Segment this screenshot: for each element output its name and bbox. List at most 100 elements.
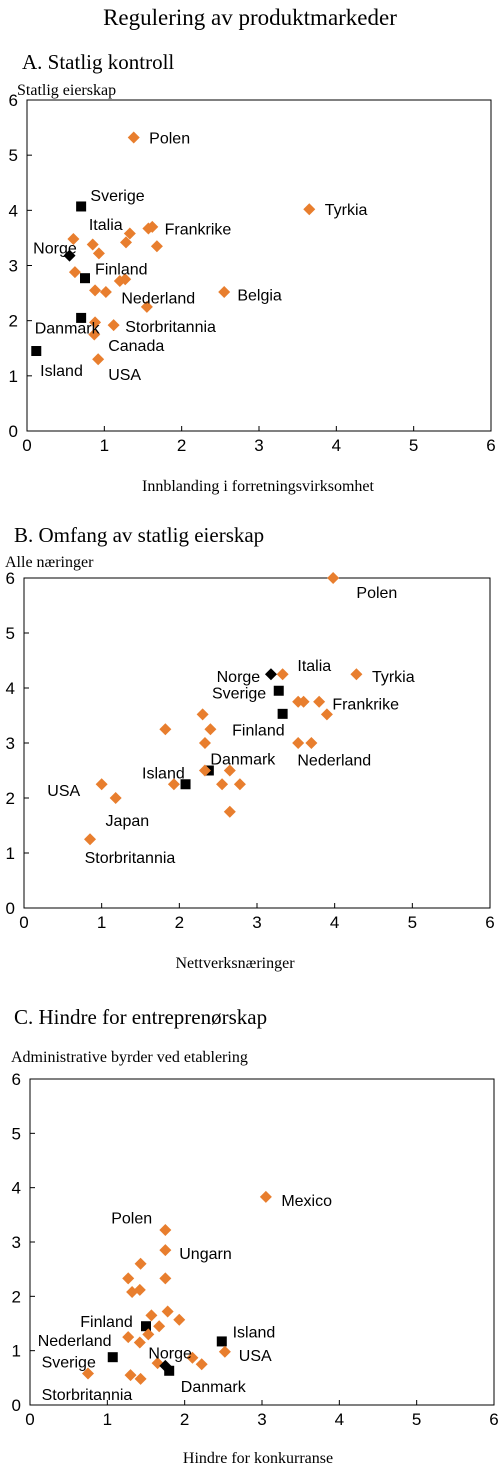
chart-a-point (68, 266, 81, 279)
chart-b-xtick-label: 3 (252, 913, 261, 932)
chart-a-point (89, 316, 102, 329)
chart-a-ytick-label: 4 (9, 201, 18, 220)
chart-c-point (107, 1352, 118, 1363)
chart-a-plot: 00 1 1 2 2 3 3 4 4 5 5 6 6 Polen Tyrkia Sverige Italia Fr… (9, 91, 496, 455)
chart-c-point (122, 1272, 135, 1285)
figure-title: Regulering av produktmarkeder (103, 5, 397, 30)
chart-b-xtick-label: 6 (485, 913, 494, 932)
chart-c-ytick-label: 2 (12, 1287, 21, 1306)
chart-b-point (198, 764, 211, 777)
chart-a-country-label: Norge (33, 240, 77, 257)
chart-b-point (216, 778, 229, 791)
chart-a-point (303, 203, 316, 216)
chart-c-country-label: Polen (111, 1211, 152, 1228)
chart-c-country-label: USA (239, 1348, 272, 1365)
chart-c-point (153, 1320, 166, 1333)
chart-a-point (119, 273, 132, 286)
chart-a-country-label: Polen (149, 131, 190, 148)
chart-a-country-label: Storbritannia (125, 319, 216, 336)
chart-c-point (134, 1372, 147, 1385)
chart-a-xlabel: Innblanding i forretningsvirksomhet (142, 478, 375, 495)
chart-a-ytick-label: 6 (9, 91, 18, 110)
chart-c-point (145, 1309, 158, 1322)
chart-a-point (150, 240, 163, 253)
chart-c-ytick-label: 1 (12, 1342, 21, 1361)
chart-a-country-label: Italia (89, 217, 123, 234)
chart-a-xtick-label: 6 (486, 436, 495, 455)
chart-b-xlabel: Nettverksnæringer (175, 955, 295, 972)
chart-b-point (277, 708, 288, 719)
chart-a-point (123, 227, 136, 240)
chart-c-point (173, 1313, 186, 1326)
chart-b-country-label: Island (142, 766, 185, 783)
chart-b-point (327, 572, 340, 584)
chart-a-point (99, 285, 112, 298)
chart-b-point (305, 737, 318, 749)
chart-c-country-label: Nederland (38, 1333, 112, 1350)
chart-c-xtick-label: 1 (103, 1410, 112, 1429)
chart-a-point (89, 284, 102, 297)
chart-b-point (204, 723, 217, 736)
chart-b-ytick-label: 6 (6, 569, 15, 588)
chart-c: C. Hindre for entreprenørskap Administra… (11, 1005, 499, 1467)
chart-a-xtick-label: 1 (100, 436, 109, 455)
chart-c-point (82, 1367, 94, 1380)
chart-a-point (63, 249, 76, 262)
chart-a-xtick-label: 3 (254, 436, 263, 455)
chart-b-country-label: USA (47, 783, 80, 800)
chart-b-country-label: Italia (297, 658, 331, 675)
chart-a-point (67, 233, 80, 246)
chart-b-country-label: Finland (232, 722, 284, 739)
chart-a-xtick-label: 5 (409, 436, 418, 455)
chart-b-point (167, 778, 180, 791)
chart-a-country-label: Belgia (237, 288, 282, 305)
chart-b-point (273, 685, 284, 696)
chart-b-country-label: Norge (217, 669, 261, 686)
chart-c-point (159, 1224, 172, 1237)
chart-c-point (161, 1305, 174, 1318)
chart-c-country-label: Ungarn (179, 1246, 231, 1263)
chart-c-point (134, 1257, 147, 1270)
chart-c-country-label: Mexico (281, 1193, 332, 1210)
chart-a-ytick-label: 1 (9, 367, 18, 386)
chart-c-point (142, 1328, 155, 1341)
chart-c-xtick-label: 3 (257, 1410, 266, 1429)
chart-a-ylabel: Statlig eierskap (17, 82, 116, 99)
chart-b-ytick-label: 0 (6, 899, 15, 918)
chart-c-point (186, 1351, 199, 1364)
chart-c-point (124, 1369, 137, 1382)
chart-c-plot: 00 1 1 2 2 3 3 4 4 5 5 6 6 Mexico Polen Ungarn Island Fin… (12, 1070, 499, 1429)
chart-a-country-label: Sverige (90, 188, 144, 205)
chart-a-point (218, 285, 231, 298)
chart-b-ytick-label: 2 (6, 789, 15, 808)
chart-b-point (297, 695, 310, 708)
chart-a-point (127, 131, 140, 144)
chart-c-title: C. Hindre for entreprenørskap (14, 1005, 267, 1029)
chart-a-ytick-label: 3 (9, 257, 18, 276)
chart-b-point (320, 708, 333, 721)
chart-c-country-label: Storbritannia (42, 1387, 133, 1404)
chart-a-country-label: Nederland (121, 290, 195, 307)
chart-a-point (92, 247, 105, 260)
chart-b-point (223, 805, 236, 818)
chart-a-country-label: USA (108, 367, 141, 384)
chart-b-country-label: Tyrkia (372, 669, 415, 686)
chart-a-country-label: Danmark (35, 320, 101, 337)
chart-b-ytick-label: 5 (6, 624, 15, 643)
chart-c-point (259, 1190, 272, 1203)
chart-c-point (218, 1345, 231, 1358)
chart-c-point (133, 1336, 146, 1349)
chart-b-country-label: Storbritannia (85, 850, 176, 867)
chart-b-point (313, 695, 326, 708)
chart-a-country-label: Tyrkia (325, 202, 368, 219)
chart-b-point (223, 764, 236, 777)
chart-b: B. Omfang av statlig eierskap Alle nærin… (5, 523, 495, 972)
chart-b-point (350, 668, 363, 681)
chart-c-point (159, 1244, 172, 1257)
chart-b-ytick-label: 1 (6, 844, 15, 863)
chart-b-point (109, 792, 122, 804)
chart-b-point (159, 723, 172, 736)
chart-b-ytick-label: 3 (6, 734, 15, 753)
chart-b-xtick-label: 5 (408, 913, 417, 932)
chart-a-country-label: Canada (108, 338, 164, 355)
